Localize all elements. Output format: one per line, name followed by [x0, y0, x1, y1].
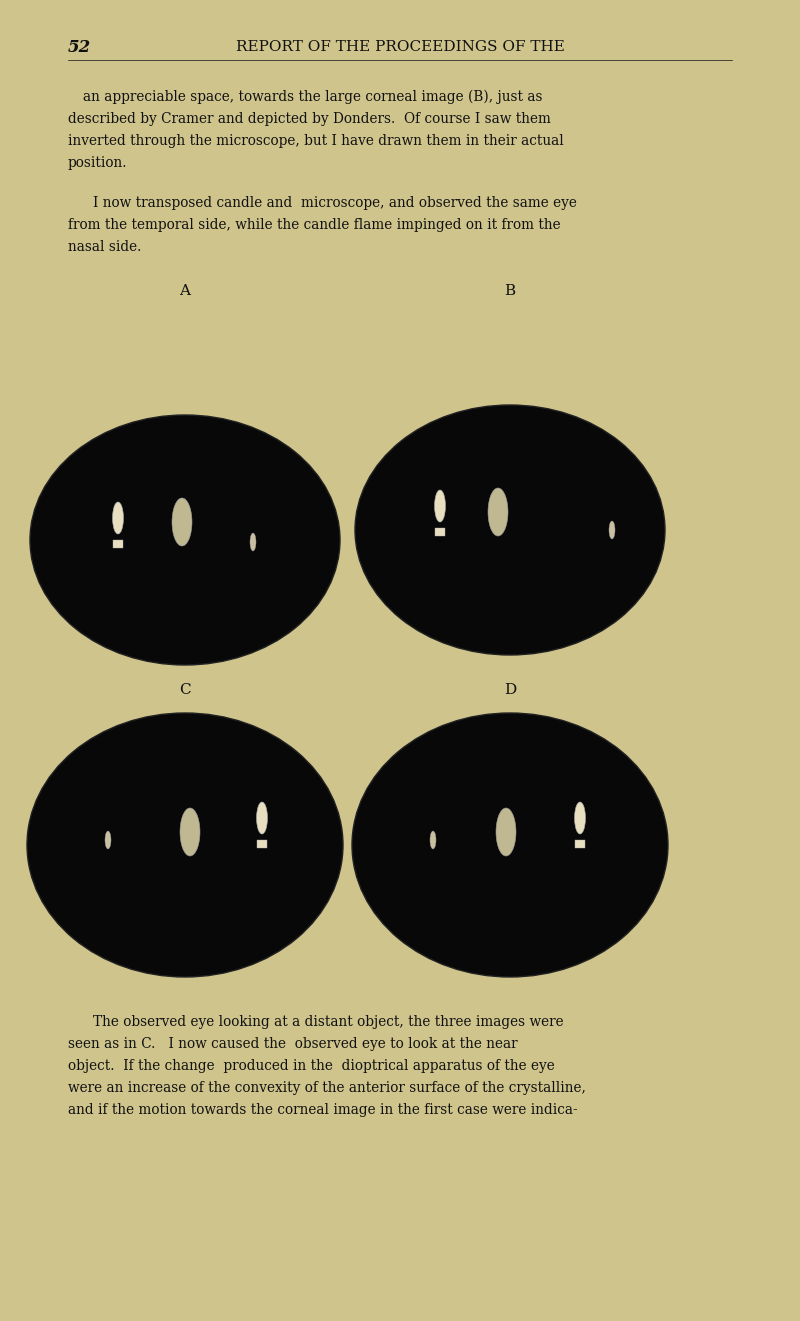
Ellipse shape: [352, 713, 668, 978]
Text: and if the motion towards the corneal image in the first case were indica-: and if the motion towards the corneal im…: [68, 1103, 578, 1118]
Bar: [575, 840, 585, 848]
Ellipse shape: [27, 713, 343, 978]
Ellipse shape: [172, 498, 192, 546]
Text: an appreciable space, towards the large corneal image (B), just as: an appreciable space, towards the large …: [83, 90, 542, 104]
Text: were an increase of the convexity of the anterior surface of the crystalline,: were an increase of the convexity of the…: [68, 1081, 586, 1095]
Bar: [435, 528, 445, 536]
Text: seen as in C.   I now caused the  observed eye to look at the near: seen as in C. I now caused the observed …: [68, 1037, 518, 1052]
Ellipse shape: [250, 532, 256, 551]
Ellipse shape: [180, 808, 200, 856]
Ellipse shape: [488, 487, 508, 536]
Text: D: D: [504, 683, 516, 697]
Ellipse shape: [496, 808, 516, 856]
Text: 52: 52: [68, 38, 91, 55]
Bar: [113, 540, 123, 548]
Text: The observed eye looking at a distant object, the three images were: The observed eye looking at a distant ob…: [93, 1015, 564, 1029]
Text: nasal side.: nasal side.: [68, 240, 142, 254]
Text: A: A: [179, 284, 190, 299]
Text: position.: position.: [68, 156, 127, 170]
Text: C: C: [179, 683, 191, 697]
Ellipse shape: [574, 802, 586, 834]
Ellipse shape: [105, 831, 111, 849]
Bar: [257, 840, 267, 848]
Ellipse shape: [257, 802, 267, 834]
Ellipse shape: [113, 502, 123, 534]
Text: from the temporal side, while the candle flame impinged on it from the: from the temporal side, while the candle…: [68, 218, 561, 232]
Ellipse shape: [430, 831, 436, 849]
Ellipse shape: [355, 406, 665, 655]
Text: I now transposed candle and  microscope, and observed the same eye: I now transposed candle and microscope, …: [93, 196, 577, 210]
Ellipse shape: [609, 520, 615, 539]
Text: REPORT OF THE PROCEEDINGS OF THE: REPORT OF THE PROCEEDINGS OF THE: [235, 40, 565, 54]
Ellipse shape: [434, 490, 446, 522]
Ellipse shape: [30, 415, 340, 664]
Text: object.  If the change  produced in the  dioptrical apparatus of the eye: object. If the change produced in the di…: [68, 1059, 554, 1073]
Text: inverted through the microscope, but I have drawn them in their actual: inverted through the microscope, but I h…: [68, 133, 564, 148]
Text: described by Cramer and depicted by Donders.  Of course I saw them: described by Cramer and depicted by Dond…: [68, 112, 551, 125]
Text: B: B: [505, 284, 515, 299]
